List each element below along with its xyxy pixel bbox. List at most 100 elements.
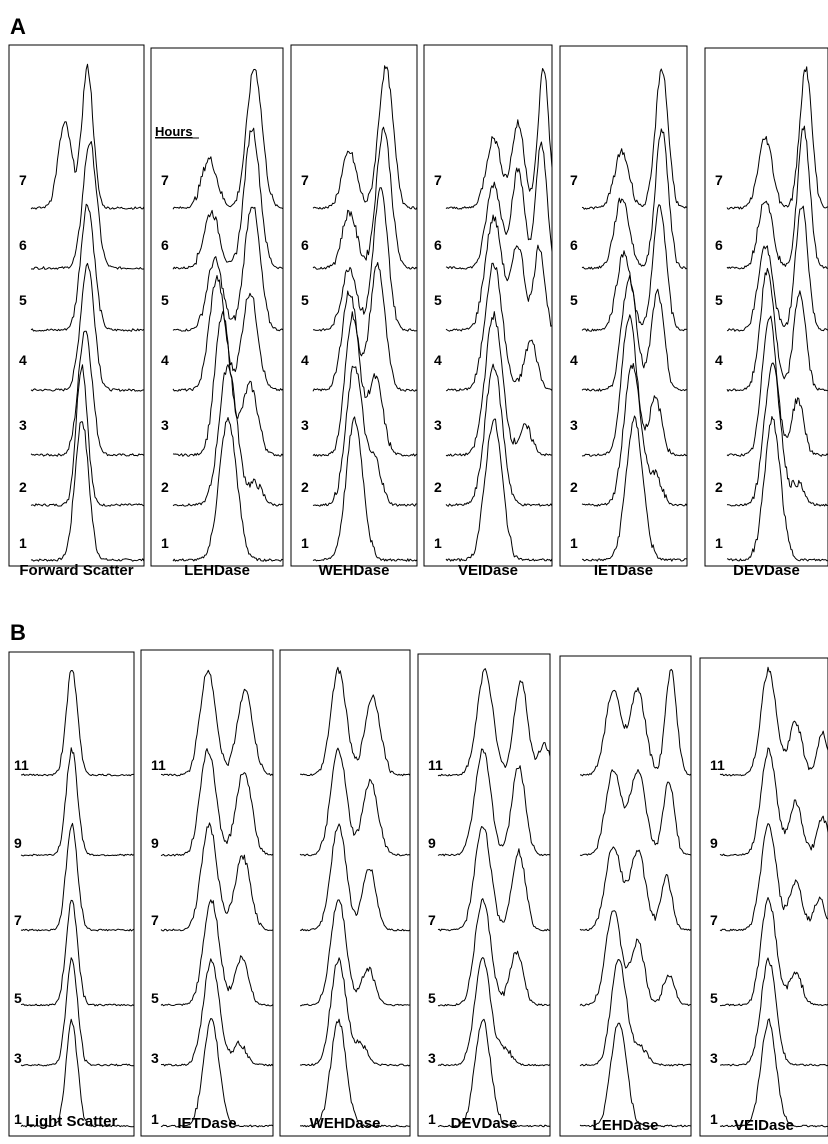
panel-frame [423,44,553,567]
curve-level-label: 7 [715,172,723,188]
histogram-trace [312,262,418,392]
panel-frame [8,44,145,567]
curve-level-label: 1 [14,1111,22,1127]
histogram-panel: 1 3 5 7 9 11 Light Scatter [8,651,135,1137]
histogram-trace [445,363,553,507]
histogram-trace [30,203,145,332]
curve-level-label: 9 [428,835,436,851]
histogram-trace [20,1018,135,1128]
histogram-trace [299,823,411,932]
axis-label: Forward Scatter [19,562,133,579]
curve-level-label: 1 [710,1111,718,1127]
histogram-trace [719,666,828,777]
curve-level-label: 9 [151,835,159,851]
histogram-trace [20,822,135,932]
histogram-panel: 1 2 3 4 5 6 7 WEHDase [290,44,418,579]
curve-level-label: 5 [301,292,309,308]
histogram-trace [312,311,418,457]
histogram-trace [30,364,145,507]
curve-level-label: 5 [161,292,169,308]
histogram-trace [172,68,284,210]
curve-level-label: 6 [434,237,442,253]
histogram-trace [437,898,551,1007]
histogram-trace [581,363,688,507]
histogram-panel: 1 2 3 4 5 6 7 LEHDase Hours [150,47,284,579]
curve-level-label: 3 [161,417,169,433]
histogram-trace [299,899,411,1007]
histogram-trace [445,311,553,457]
histogram-trace [312,126,418,270]
histogram-trace [30,330,145,457]
curve-level-label: 1 [428,1111,436,1127]
panel-frame [150,47,284,567]
curve-level-label: 1 [715,535,723,551]
panel-frame [704,47,828,567]
histogram-trace [172,275,284,392]
histogram-panel: 1 2 3 4 5 6 7 VEIDase [423,44,553,579]
histogram-trace [437,668,551,777]
axis-label: IETDase [594,562,653,579]
histogram-trace [312,365,418,507]
curve-level-label: 5 [19,292,27,308]
histogram-panel: LEHDase [559,655,692,1137]
curve-level-label: 3 [151,1050,159,1066]
histogram-trace [445,141,553,270]
curve-level-label: 7 [428,912,436,928]
histogram-trace [160,822,274,932]
histogram-trace [579,959,692,1067]
histogram-trace [445,214,553,332]
histogram-trace [719,747,828,857]
panel-frame [417,653,551,1137]
histogram-trace [312,65,418,210]
curve-level-label: 3 [14,1050,22,1066]
histogram-trace [579,668,692,777]
curve-level-label: 3 [570,417,578,433]
panel-frame [290,44,418,567]
curve-level-label: 6 [570,237,578,253]
axis-label: DEVDase [451,1115,518,1132]
histogram-trace [160,1018,274,1128]
curve-level-label: 2 [301,479,309,495]
histogram-trace [719,1018,828,1128]
histogram-trace [581,314,688,457]
curve-level-label: 3 [19,417,27,433]
histogram-trace [299,747,411,857]
panel-frame [559,655,692,1137]
curve-level-label: 11 [14,757,29,773]
histogram-trace [726,267,828,392]
panel-frame [140,649,274,1137]
curve-level-label: 1 [161,535,169,551]
histogram-trace [160,669,274,777]
histogram-trace [313,187,418,332]
histogram-trace [437,748,551,857]
histogram-panel: WEHDase [279,649,411,1137]
curve-level-label: 6 [161,237,169,253]
histogram-trace [30,141,145,270]
curve-level-label: 4 [19,352,27,368]
panel-frame [279,649,411,1137]
curve-level-label: 4 [715,352,723,368]
histogram-trace [581,274,688,392]
curve-level-label: 3 [710,1050,718,1066]
curve-level-label: 7 [434,172,442,188]
histogram-panel: 1 2 3 4 5 6 7 Forward Scatter [8,44,145,579]
histogram-trace [445,262,553,392]
axis-label: Light Scatter [26,1113,118,1130]
curve-level-label: 6 [19,237,27,253]
histogram-trace [726,362,828,507]
curve-level-label: 4 [570,352,578,368]
histogram-trace [437,826,551,932]
curve-level-label: 11 [428,757,443,773]
axis-label: LEHDase [593,1117,659,1134]
curve-level-label: 2 [570,479,578,495]
panel-b-label: B [10,620,26,645]
curve-level-label: 2 [19,479,27,495]
histogram-trace [30,421,145,562]
histogram-trace [30,63,145,210]
histogram-panel: 1 2 3 4 5 6 7 DEVDase [704,47,828,579]
histogram-trace [160,748,274,857]
curve-level-label: 2 [434,479,442,495]
histogram-trace [726,416,828,562]
panel-frame [559,45,688,567]
